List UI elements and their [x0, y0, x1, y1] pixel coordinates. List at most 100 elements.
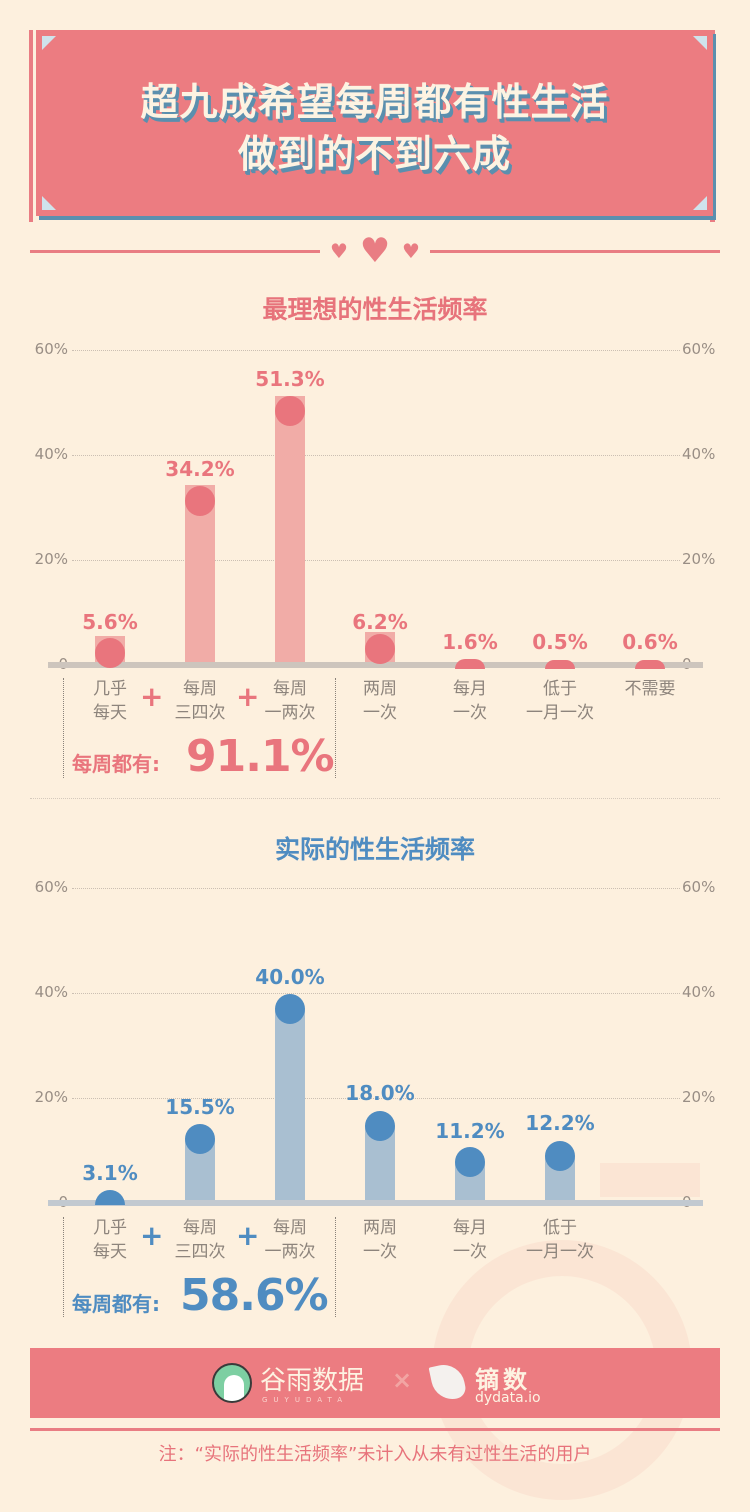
data-point	[455, 1147, 485, 1177]
value-label: 15.5%	[165, 1095, 235, 1119]
value-label: 51.3%	[255, 367, 325, 391]
gridline-40	[72, 455, 680, 456]
corner-decoration	[42, 36, 56, 50]
y-tick-20: 20%	[34, 1088, 68, 1106]
weekly-summary-value: 91.1%	[186, 731, 335, 782]
y-tick-40: 40%	[34, 445, 68, 463]
guyu-logo-text: 谷雨数据	[260, 1366, 365, 1396]
gridline-60	[72, 350, 680, 351]
bar	[275, 1010, 305, 1203]
title-line-2: 做到的不到六成	[237, 132, 511, 176]
footnote: 注：“实际的性生活频率”未计入从未有过性生活的用户	[158, 1444, 592, 1465]
bird-icon	[224, 1375, 244, 1401]
corner-decoration	[693, 36, 707, 50]
y-tick-60-right: 60%	[682, 878, 716, 896]
category-label: 每周 三四次	[174, 679, 226, 723]
y-tick-20-right: 20%	[682, 550, 716, 568]
category-label: 每周 三四次	[174, 1218, 226, 1262]
value-label: 1.6%	[442, 630, 498, 654]
footer-logo-bar	[30, 1348, 720, 1418]
data-point	[545, 1141, 575, 1171]
y-tick-20: 20%	[34, 550, 68, 568]
value-label: 40.0%	[255, 965, 325, 989]
data-point	[95, 638, 125, 668]
x-axis-baseline	[48, 1200, 703, 1206]
data-point	[365, 1111, 395, 1141]
category-label: 每周 一两次	[264, 679, 316, 723]
data-point	[635, 660, 665, 669]
guyu-logo-subtext: GUYUDATA	[262, 1396, 348, 1404]
x-axis-baseline	[48, 662, 703, 668]
plus-icon: +	[140, 680, 164, 713]
value-label: 11.2%	[435, 1119, 505, 1143]
category-label: 几乎 每天	[93, 1218, 127, 1262]
value-label: 0.5%	[532, 630, 588, 654]
gridline-20	[72, 560, 680, 561]
plus-icon: +	[140, 1219, 164, 1252]
group-bracket-right	[335, 1217, 336, 1317]
y-tick-60-right: 60%	[682, 340, 716, 358]
plus-icon: +	[236, 680, 260, 713]
gridline-40	[72, 993, 680, 994]
bar	[275, 396, 305, 665]
guyu-logo-icon	[212, 1363, 252, 1403]
collab-x-icon: ×	[392, 1366, 413, 1394]
value-label: 12.2%	[525, 1111, 595, 1135]
category-label: 每周 一两次	[264, 1218, 316, 1262]
category-label: 两周 一次	[363, 1218, 397, 1262]
actual-chart-title: 实际的性生活频率	[274, 835, 475, 864]
value-label: 6.2%	[352, 610, 408, 634]
y-tick-60: 60%	[34, 340, 68, 358]
data-point	[95, 1190, 125, 1205]
category-label: 低于 一月一次	[526, 679, 594, 723]
divider-line-left	[30, 250, 320, 253]
category-label: 每月 一次	[453, 679, 487, 723]
weekly-summary-label: 每周都有:	[72, 1292, 160, 1316]
title-banner: 超九成希望每周都有性生活 做到的不到六成	[36, 30, 713, 216]
ideal-chart-title: 最理想的性生活频率	[262, 295, 488, 324]
data-point	[275, 396, 305, 426]
y-tick-40-right: 40%	[682, 983, 716, 1001]
corner-decoration	[42, 196, 56, 210]
divider-line-right	[430, 250, 720, 253]
value-label: 34.2%	[165, 457, 235, 481]
y-tick-20-right: 20%	[682, 1088, 716, 1106]
data-point	[275, 994, 305, 1024]
y-tick-60: 60%	[34, 878, 68, 896]
data-point	[185, 486, 215, 516]
page-title: 超九成希望每周都有性生活 做到的不到六成	[36, 76, 713, 180]
category-label: 每月 一次	[453, 1218, 487, 1262]
group-bracket-left	[63, 1217, 64, 1317]
data-point	[455, 659, 485, 669]
section-separator	[30, 798, 720, 799]
value-label: 3.1%	[82, 1161, 138, 1185]
gridline-60	[72, 888, 680, 889]
value-label: 18.0%	[345, 1081, 415, 1105]
data-point	[365, 634, 395, 664]
banner-edge-left	[29, 30, 33, 222]
plus-icon: +	[236, 1219, 260, 1252]
gridline-20	[72, 1098, 680, 1099]
data-point	[545, 660, 575, 669]
data-point	[185, 1124, 215, 1154]
footer-divider	[30, 1428, 720, 1431]
category-label: 几乎 每天	[93, 679, 127, 723]
category-label: 低于 一月一次	[526, 1218, 594, 1262]
group-bracket-left	[63, 678, 64, 778]
heart-icon: ♥	[359, 231, 391, 271]
y-tick-40: 40%	[34, 983, 68, 1001]
value-label: 5.6%	[82, 610, 138, 634]
category-label: 不需要	[624, 679, 676, 699]
title-line-1: 超九成希望每周都有性生活	[140, 80, 609, 124]
group-bracket-right	[335, 678, 336, 778]
corner-decoration	[693, 196, 707, 210]
weekly-summary-value: 58.6%	[180, 1270, 329, 1321]
male-symbol-arrow	[600, 1163, 700, 1197]
category-label: 两周 一次	[363, 679, 397, 723]
dydata-logo-text: 镝数	[475, 1366, 531, 1394]
y-tick-40-right: 40%	[682, 445, 716, 463]
dydata-logo-url: dydata.io	[475, 1390, 541, 1406]
weekly-summary-label: 每周都有:	[72, 752, 160, 776]
heart-icon: ♥	[330, 239, 348, 263]
value-label: 0.6%	[622, 630, 678, 654]
